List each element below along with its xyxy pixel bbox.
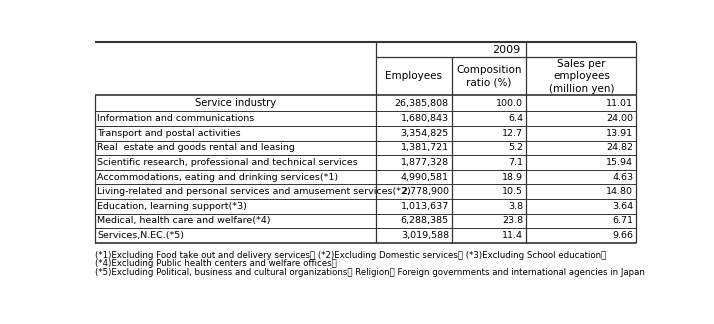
Text: Information and communications: Information and communications [97,114,254,123]
Text: Transport and postal activities: Transport and postal activities [97,129,241,138]
Text: 24.00: 24.00 [606,114,633,123]
Text: 100.0: 100.0 [496,99,523,108]
Text: (*5)Excluding Political, business and cultural organizations， Religion， Foreign : (*5)Excluding Political, business and cu… [95,268,645,277]
Text: Education, learning support(*3): Education, learning support(*3) [97,202,247,211]
Text: 1,381,721: 1,381,721 [401,143,449,152]
Text: 3,354,825: 3,354,825 [401,129,449,138]
Text: 2,778,900: 2,778,900 [401,187,449,196]
Text: 18.9: 18.9 [502,173,523,181]
Text: 3.8: 3.8 [508,202,523,211]
Text: 14.80: 14.80 [606,187,633,196]
Text: 1,013,637: 1,013,637 [401,202,449,211]
Text: Services,N.EC.(*5): Services,N.EC.(*5) [97,231,184,240]
Text: Sales per
employees
(million yen): Sales per employees (million yen) [548,59,614,94]
Text: Employees: Employees [386,71,443,81]
Text: 10.5: 10.5 [502,187,523,196]
Text: 5.2: 5.2 [508,143,523,152]
Text: 3,019,588: 3,019,588 [401,231,449,240]
Text: 23.8: 23.8 [502,216,523,226]
Text: 1,877,328: 1,877,328 [401,158,449,167]
Text: Living-related and personal services and amusement services(*2): Living-related and personal services and… [97,187,411,196]
Text: Service industry: Service industry [195,98,276,108]
Text: 6,288,385: 6,288,385 [401,216,449,226]
Text: 4,990,581: 4,990,581 [401,173,449,181]
Text: 1,680,843: 1,680,843 [401,114,449,123]
Text: 11.4: 11.4 [502,231,523,240]
Text: 6.71: 6.71 [613,216,633,226]
Text: Accommodations, eating and drinking services(*1): Accommodations, eating and drinking serv… [97,173,338,181]
Text: 2009: 2009 [492,45,521,55]
Text: 4.63: 4.63 [612,173,633,181]
Text: Real  estate and goods rental and leasing: Real estate and goods rental and leasing [97,143,295,152]
Text: 26,385,808: 26,385,808 [395,99,449,108]
Text: 24.82: 24.82 [606,143,633,152]
Text: 3.64: 3.64 [612,202,633,211]
Text: Medical, health care and welfare(*4): Medical, health care and welfare(*4) [97,216,271,226]
Text: Scientific research, professional and technical services: Scientific research, professional and te… [97,158,358,167]
Text: 6.4: 6.4 [508,114,523,123]
Text: 9.66: 9.66 [613,231,633,240]
Text: 12.7: 12.7 [502,129,523,138]
Text: 7.1: 7.1 [508,158,523,167]
Text: 13.91: 13.91 [606,129,633,138]
Text: 15.94: 15.94 [606,158,633,167]
Text: (*1)Excluding Food take out and delivery services， (*2)Excluding Domestic servic: (*1)Excluding Food take out and delivery… [95,251,606,260]
Text: Composition
ratio (%): Composition ratio (%) [456,65,522,87]
Text: 11.01: 11.01 [606,99,633,108]
Text: (*4)Excluding Public health centers and welfare offices，: (*4)Excluding Public health centers and … [95,259,336,268]
